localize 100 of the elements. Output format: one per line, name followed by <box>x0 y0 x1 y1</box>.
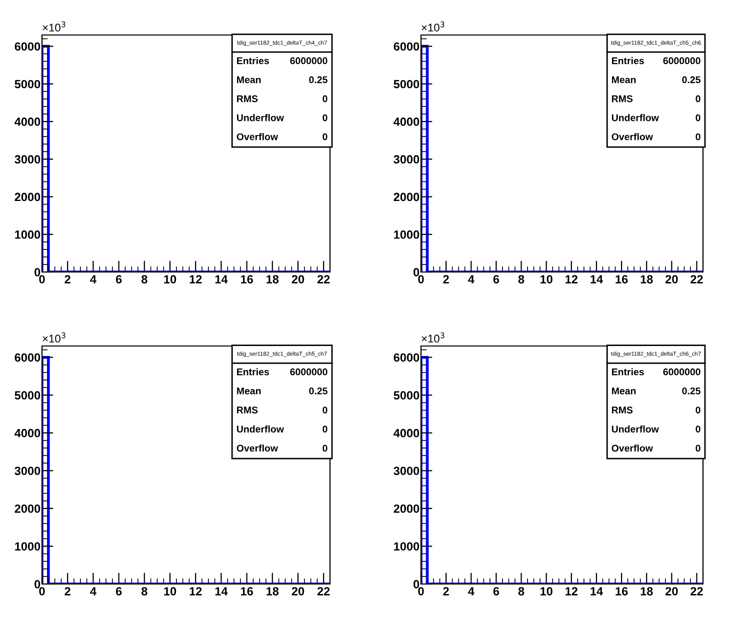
y-tick-label: 5000 <box>394 80 420 88</box>
annotation: Mean <box>237 76 261 84</box>
annotation: Overflow <box>612 133 653 140</box>
x-tick-label: 12 <box>566 587 578 596</box>
annotation: RMS <box>612 406 633 414</box>
annotation: 0 <box>322 133 328 140</box>
y-tick-label: 1000 <box>394 230 420 239</box>
annotation: Mean <box>612 388 636 394</box>
annotation: 0 <box>322 406 328 414</box>
x-tick-label: 16 <box>616 275 628 284</box>
annotation: Underflow <box>236 114 284 122</box>
annotation: Entries <box>237 368 269 376</box>
x-tick-label: 18 <box>640 275 653 284</box>
y-tick-label: 4000 <box>14 118 40 126</box>
annotation: Entries <box>612 368 644 376</box>
annotation: Underflow <box>612 114 659 122</box>
x-tick-label: 8 <box>141 587 148 596</box>
y-tick-label: 0 <box>414 268 420 276</box>
x-tick-label: 16 <box>240 275 253 284</box>
annotation: 0.25 <box>682 76 700 84</box>
annotation: 0 <box>322 95 328 102</box>
y-tick-label: 5000 <box>14 391 40 400</box>
x-tick-label: 6 <box>493 587 500 596</box>
annotation: 0.25 <box>682 387 700 394</box>
annotation: 0 <box>696 444 700 452</box>
annotation: Mean <box>237 388 261 394</box>
y-tick-label: 5000 <box>394 391 420 400</box>
y-tick-label: 2000 <box>14 192 40 202</box>
x-tick-label: 20 <box>292 275 304 284</box>
x-tick-label: 12 <box>566 275 578 284</box>
x-tick-label: 16 <box>616 587 628 596</box>
x-tick-label: 10 <box>540 587 552 596</box>
x-tick-label: 18 <box>640 587 653 596</box>
annotation: 0 <box>322 426 328 433</box>
y-tick-label: 3000 <box>394 466 420 476</box>
x-tick-label: 2 <box>64 587 70 596</box>
y-tick-label: 3000 <box>394 155 420 164</box>
x-tick-label: 10 <box>164 275 176 284</box>
x-tick-label: 2 <box>443 587 449 596</box>
x-tick-label: 20 <box>666 587 678 596</box>
y-tick-label: 2000 <box>14 504 40 513</box>
y-tick-label: 0 <box>34 580 40 588</box>
annotation: 6000000 <box>290 368 328 376</box>
x-tick-label: 18 <box>266 275 279 284</box>
annotation: 0.25 <box>309 387 328 394</box>
annotation: Underflow <box>612 425 659 433</box>
x-tick-label: 12 <box>190 275 202 284</box>
x-tick-label: 22 <box>690 587 703 596</box>
x-tick-label: 6 <box>493 275 500 284</box>
y-tick-label: 2000 <box>394 504 420 513</box>
x-tick-label: 22 <box>317 587 330 596</box>
annotation: 0 <box>696 406 700 414</box>
y-tick-label: 2000 <box>394 192 420 202</box>
x-tick-label: 2 <box>443 275 449 284</box>
annotation: Underflow <box>236 425 284 433</box>
y-tick-label: 1000 <box>15 230 40 239</box>
annotation: Overflow <box>236 133 278 140</box>
x-tick-label: 22 <box>317 275 330 284</box>
y-tick-label: 5000 <box>14 80 40 88</box>
y-tick-label: 0 <box>34 268 40 276</box>
y-tick-label: 6000 <box>394 42 420 51</box>
x-tick-label: 2 <box>64 275 70 284</box>
x-tick-label: 22 <box>690 275 703 284</box>
x-tick-label: 20 <box>666 275 678 284</box>
y-tick-label: 6000 <box>14 353 40 362</box>
x-tick-label: 14 <box>215 275 228 284</box>
y-tick-label: 3000 <box>14 466 40 476</box>
annotation: Overflow <box>612 444 653 452</box>
annotation: RMS <box>237 95 258 102</box>
annotation: 0 <box>696 426 700 433</box>
y-tick-label: 0 <box>414 580 420 588</box>
x-tick-label: 12 <box>190 587 202 596</box>
annotation: 0 <box>696 133 700 140</box>
y-tick-label: 1000 <box>394 542 420 551</box>
annotation: 0 <box>322 444 328 452</box>
y-tick-label: 4000 <box>394 428 420 438</box>
x-tick-label: 4 <box>90 587 96 596</box>
text: ×10$^{3}$ <box>42 332 66 343</box>
x-tick-label: 8 <box>518 587 524 596</box>
y-tick-label: 6000 <box>394 353 420 362</box>
annotation: Entries <box>237 57 269 64</box>
x-tick-label: 14 <box>215 587 228 596</box>
y-tick-label: 4000 <box>394 118 420 126</box>
y-tick-label: 4000 <box>14 428 40 438</box>
text: ×10$^{3}$ <box>422 21 444 32</box>
y-tick-label: 6000 <box>14 42 40 51</box>
y-tick-label: 1000 <box>15 542 40 551</box>
x-tick-label: 14 <box>590 275 603 284</box>
annotation: RMS <box>237 406 258 414</box>
x-tick-label: 4 <box>468 587 474 596</box>
annotation: Entries <box>612 57 644 64</box>
x-tick-label: 4 <box>90 275 96 284</box>
x-tick-label: 20 <box>292 587 304 596</box>
x-tick-label: 18 <box>266 587 279 596</box>
x-tick-label: 6 <box>116 587 122 596</box>
x-tick-label: 14 <box>590 587 603 596</box>
annotation: 0 <box>696 114 700 122</box>
annotation: 0 <box>696 95 700 102</box>
annotation: 6000000 <box>663 57 700 64</box>
x-tick-label: 10 <box>540 275 552 284</box>
